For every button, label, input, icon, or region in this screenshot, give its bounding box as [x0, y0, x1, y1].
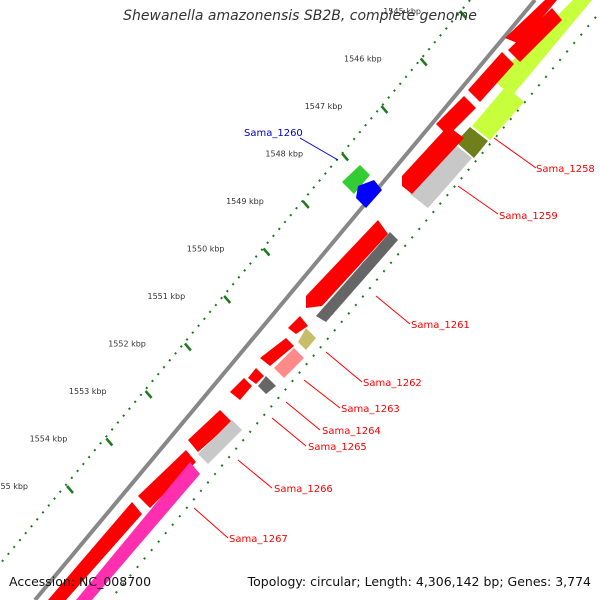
label-sama-1262: Sama_1262 — [363, 378, 422, 389]
label-sama-1258: Sama_1258 — [536, 164, 595, 175]
tick-mark — [380, 105, 389, 114]
gene-sama-1259[interactable] — [410, 144, 472, 208]
tick-label: 1546 kbp — [344, 55, 382, 64]
gene-sama-1264[interactable] — [258, 376, 276, 394]
gene-sama-1265[interactable] — [230, 378, 252, 400]
tick-mark — [419, 57, 428, 67]
gene-red-bottom-1[interactable] — [138, 450, 196, 508]
gene-sama-1262[interactable] — [298, 328, 316, 350]
tick-label: 1551 kbp — [147, 292, 185, 301]
tick-label: 1554 kbp — [30, 435, 68, 444]
leader-sama-1262 — [325, 351, 363, 383]
tick-mark — [301, 200, 310, 209]
leader-sama-1265 — [271, 417, 307, 447]
tick-label: 1550 kbp — [187, 245, 225, 254]
gene-sama-1266[interactable] — [198, 420, 242, 464]
gene-sama-1263[interactable] — [274, 348, 304, 378]
tick-mark — [144, 390, 153, 399]
page-title: Shewanella amazonensis SB2B, complete ge… — [123, 8, 477, 24]
gene-sama-1267[interactable] — [76, 462, 200, 600]
gene-sama-1260-green[interactable] — [342, 165, 370, 194]
label-sama-1265: Sama_1265 — [308, 442, 367, 453]
genome-summary-text: Topology: circular; Length: 4,306,142 bp… — [247, 574, 591, 589]
tick-label: 1549 kbp — [226, 197, 264, 206]
tick-label: 1553 kbp — [69, 387, 107, 396]
leader-sama-1261 — [375, 295, 411, 325]
label-sama-1264: Sama_1264 — [322, 426, 381, 437]
label-sama-1259: Sama_1259 — [499, 211, 558, 222]
gene-lime-feature-2 — [472, 86, 524, 140]
gene-sama-1258[interactable] — [402, 126, 464, 194]
gene-red-small-1[interactable] — [288, 316, 308, 334]
gene-sama-1261-track — [316, 232, 398, 322]
label-sama-1260: Sama_1260 — [244, 128, 303, 139]
leader-sama-1258 — [493, 137, 537, 169]
tick-mark — [66, 485, 74, 494]
leader-sama-1263 — [303, 379, 341, 409]
leader-sama-1259 — [457, 185, 499, 215]
label-sama-1263: Sama_1263 — [341, 404, 400, 415]
tick-label: 1552 kbp — [108, 340, 146, 349]
gene-cds-top-2[interactable] — [508, 8, 562, 62]
tick-label: 1547 kbp — [305, 102, 343, 111]
gene-red-small-2[interactable] — [260, 338, 294, 366]
tick-label: 1545 kbp — [383, 7, 421, 16]
tick-mark — [459, 10, 467, 19]
tick-label: 1555 kbp — [0, 482, 28, 491]
tick-mark — [223, 295, 232, 304]
gene-cds-top-1[interactable] — [505, 0, 557, 44]
gene-olive-feature — [456, 127, 488, 158]
label-sama-1261: Sama_1261 — [411, 320, 470, 331]
leader-sama-1267 — [193, 507, 229, 539]
gene-sama-1260[interactable] — [356, 180, 382, 208]
leader-sama-1264 — [285, 401, 321, 431]
leader-sama-1266 — [237, 459, 273, 489]
scale-dotted-line — [0, 0, 471, 566]
tick-label: 1548 kbp — [265, 150, 303, 159]
accession-text: Accession: NC_008700 — [9, 574, 152, 589]
tick-mark — [262, 247, 271, 257]
label-sama-1266: Sama_1266 — [274, 484, 333, 495]
gene-red-bottom-2[interactable] — [48, 502, 142, 600]
tick-mark — [105, 437, 114, 447]
backbone-line — [33, 0, 537, 600]
tick-mark — [341, 152, 350, 162]
gene-red-small-3[interactable] — [248, 368, 264, 384]
gene-red-mid[interactable] — [188, 410, 232, 452]
gene-lime-feature — [493, 0, 592, 96]
label-sama-1267: Sama_1267 — [229, 534, 288, 545]
gene-cds-top-4[interactable] — [436, 96, 476, 136]
gene-cds-top-3[interactable] — [468, 52, 514, 102]
tick-mark — [183, 342, 192, 352]
scale-dotted-line-inner — [109, 10, 600, 600]
leader-sama-1260 — [299, 137, 339, 161]
gene-sama-1261[interactable] — [306, 220, 388, 308]
